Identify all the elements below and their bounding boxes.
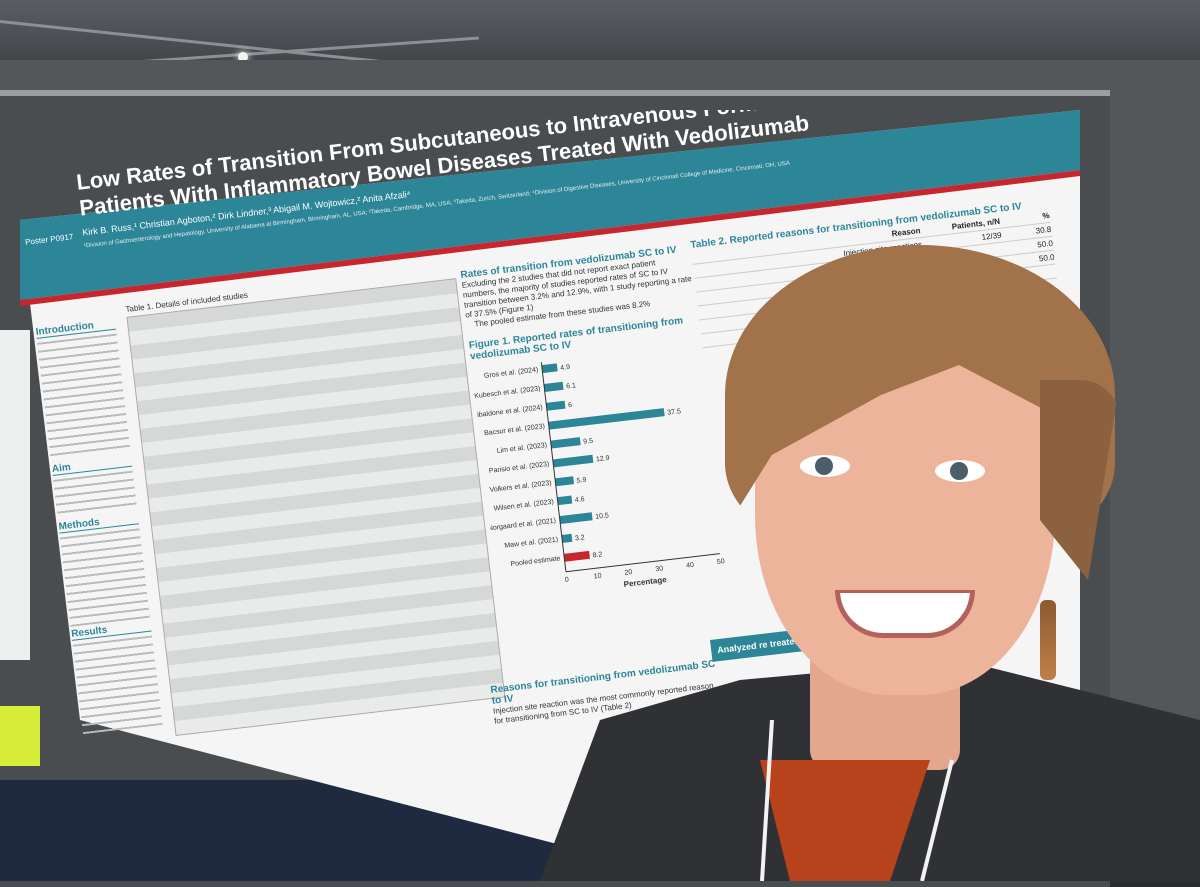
data-label: 6.1 — [566, 382, 577, 390]
category-label: Lim et al. (2023) — [496, 442, 547, 455]
data-label: 12.9 — [596, 455, 610, 464]
category-label: Gros et al. (2024) — [484, 367, 539, 380]
category-label: Ribaldone et al. (2024) — [472, 404, 543, 419]
pooled-bar — [563, 550, 591, 562]
earring — [1040, 600, 1056, 680]
x-tick-label: 10 — [593, 573, 602, 581]
category-label: Pooled estimate — [510, 555, 561, 568]
x-tick-label: 40 — [686, 562, 695, 570]
table1-block: Table 1. Details of included studies — [125, 266, 506, 737]
data-label: 4.9 — [560, 364, 571, 372]
bar — [546, 400, 566, 411]
x-tick-label: 30 — [655, 565, 664, 573]
table1 — [126, 278, 506, 737]
methods-text-block — [59, 528, 150, 627]
bar — [541, 363, 558, 374]
category-label: Norgaard et al. (2021) — [488, 518, 557, 533]
ceiling-light — [238, 52, 248, 62]
category-label: Bacsur et al. (2023) — [484, 423, 545, 437]
category-label: Volkers et al. (2023) — [489, 480, 552, 494]
figure1-bar-chart: Gros et al. (2024) 4.9 Kubesch et al. (202… — [472, 362, 726, 589]
data-label: 10.5 — [595, 512, 609, 521]
category-label: Wilsen et al. (2023) — [493, 499, 554, 513]
bar — [559, 512, 593, 525]
x-axis — [565, 553, 720, 573]
data-label: 37.5 — [667, 408, 681, 417]
category-label: Kubesch et al. (2023) — [474, 385, 541, 400]
adjacent-poster — [0, 330, 30, 660]
category-label: Maw et al. (2021) — [504, 536, 559, 549]
x-tick-label: 0 — [565, 576, 570, 583]
left-eye — [800, 455, 850, 477]
lanyard — [760, 720, 954, 881]
data-label: 4.6 — [575, 496, 586, 504]
x-tick-label: 50 — [717, 558, 726, 566]
data-label: 8.2 — [592, 551, 603, 559]
intro-text-block — [37, 333, 131, 463]
y-axis — [540, 362, 567, 572]
sticky-note — [0, 706, 40, 766]
bar — [543, 381, 564, 392]
bar — [561, 533, 573, 543]
data-label: 6 — [568, 402, 573, 409]
bar — [557, 495, 573, 506]
poster-middle-column: Rates of transition from vedolizumab SC … — [460, 242, 740, 626]
x-tick-label: 20 — [624, 569, 633, 577]
bar — [554, 476, 575, 487]
bar — [550, 437, 581, 449]
data-label: 5.9 — [576, 477, 587, 485]
data-label: 3.2 — [575, 534, 586, 542]
category-label: Parisio et al. (2023) — [489, 461, 550, 475]
bar — [552, 454, 594, 468]
results-text-block — [72, 635, 163, 735]
aim-text-block — [53, 470, 138, 520]
x-axis-label: Percentage — [623, 575, 667, 589]
right-eye — [935, 460, 985, 482]
bar — [548, 408, 665, 430]
data-label: 9.5 — [583, 438, 594, 446]
